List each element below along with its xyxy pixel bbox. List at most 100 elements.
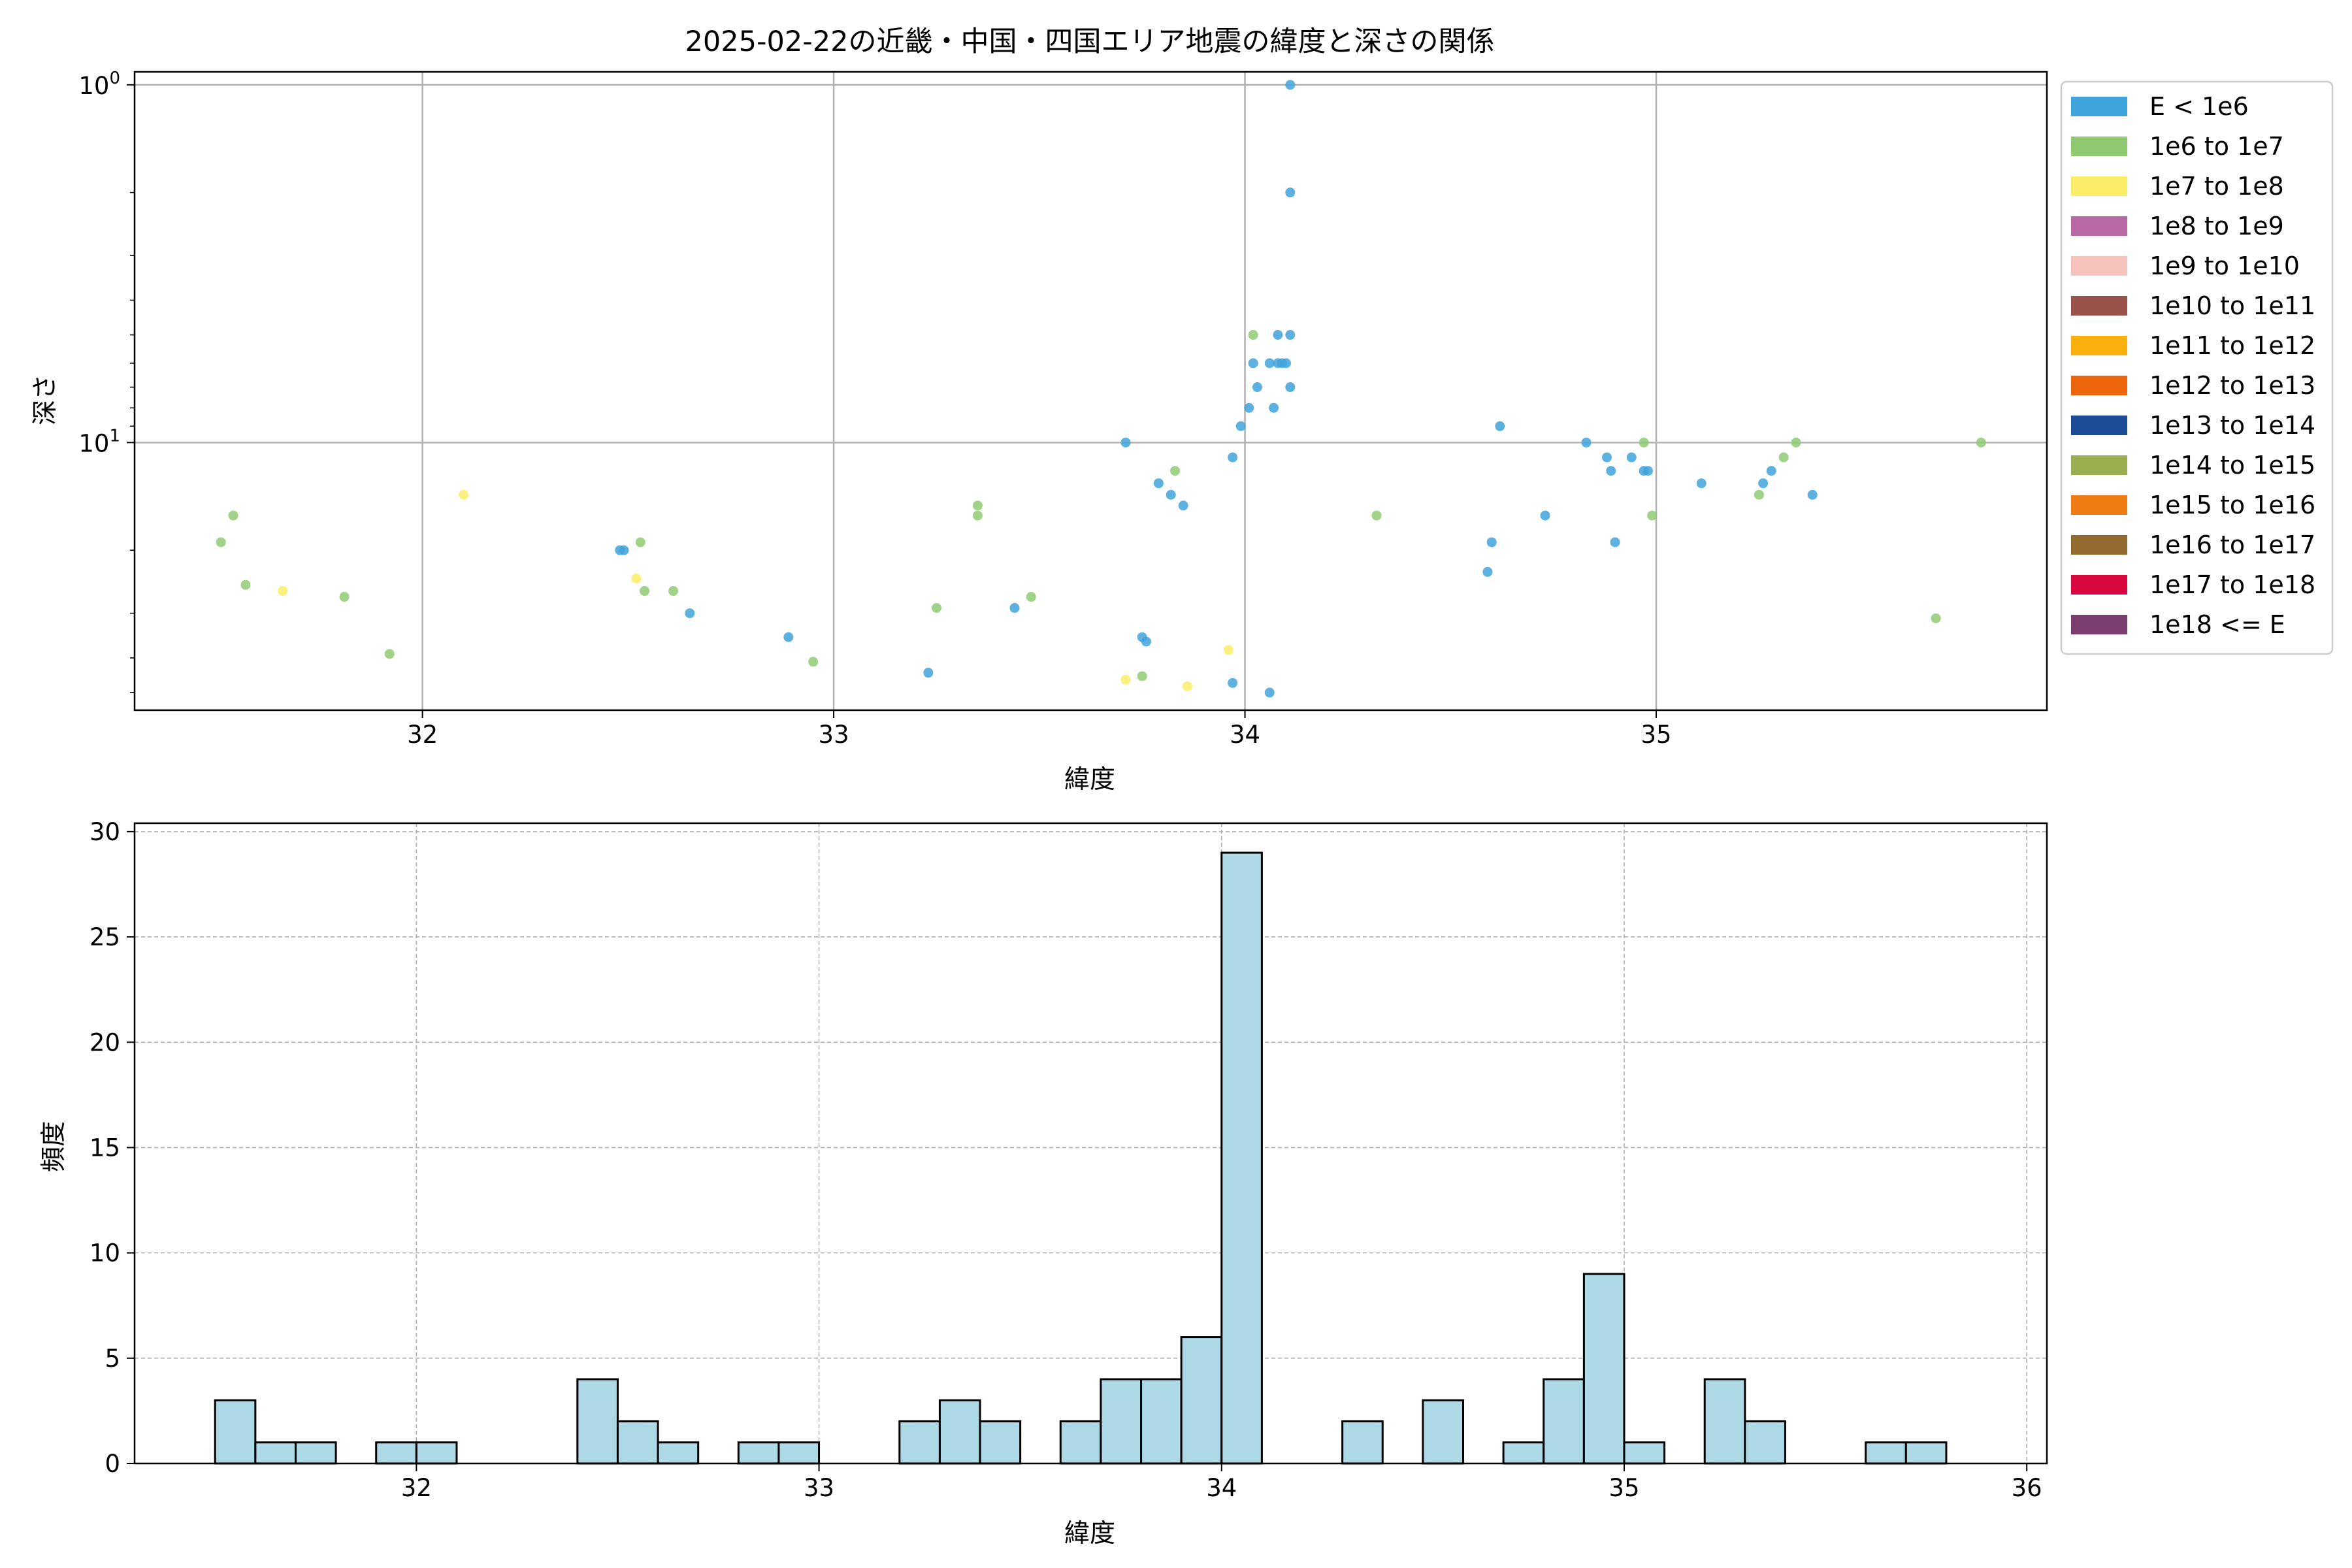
legend-swatch bbox=[2071, 455, 2127, 475]
scatter-point bbox=[1285, 80, 1296, 90]
legend-label: 1e14 to 1e15 bbox=[2149, 451, 2315, 480]
scatter-point bbox=[1166, 489, 1176, 500]
scatter-point bbox=[1273, 330, 1283, 340]
hist-x-tick-label: 35 bbox=[1609, 1474, 1639, 1502]
histogram-bar bbox=[979, 1420, 1022, 1465]
legend-label: E < 1e6 bbox=[2149, 92, 2249, 121]
scatter-point bbox=[1581, 437, 1592, 448]
scatter-point bbox=[631, 574, 642, 584]
legend-swatch bbox=[2071, 416, 2127, 435]
scatter-point bbox=[808, 657, 819, 667]
legend-swatch bbox=[2071, 97, 2127, 116]
scatter-x-tick-label: 35 bbox=[1641, 721, 1671, 749]
scatter-point bbox=[1248, 358, 1258, 368]
legend-swatch bbox=[2071, 216, 2127, 236]
scatter-point bbox=[1639, 437, 1649, 448]
scatter-point bbox=[640, 586, 650, 596]
scatter-point bbox=[339, 592, 350, 602]
scatter-point bbox=[240, 580, 251, 590]
scatter-point bbox=[278, 586, 288, 596]
scatter-point bbox=[1228, 678, 1238, 688]
chart-title: 2025-02-22の近畿・中国・四国エリア地震の緯度と深さの関係 bbox=[685, 25, 1495, 58]
histogram-bar bbox=[1744, 1420, 1786, 1465]
scatter-point bbox=[1754, 489, 1764, 500]
scatter-x-axis-label: 緯度 bbox=[1064, 765, 1115, 794]
scatter-point bbox=[619, 545, 629, 555]
histogram-bar bbox=[1703, 1378, 1746, 1465]
legend-label: 1e12 to 1e13 bbox=[2149, 371, 2315, 400]
histogram-x-axis-label: 緯度 bbox=[1064, 1519, 1115, 1548]
histogram-bar bbox=[1582, 1273, 1625, 1465]
scatter-point bbox=[1223, 645, 1233, 655]
hist-y-tick-label: 0 bbox=[105, 1450, 120, 1478]
scatter-point bbox=[1264, 358, 1275, 368]
hist-y-tick-label: 30 bbox=[90, 818, 120, 846]
histogram-bar bbox=[657, 1441, 700, 1465]
scatter-point bbox=[1026, 592, 1036, 602]
legend-label: 1e15 to 1e16 bbox=[2149, 491, 2315, 519]
scatter-point bbox=[668, 586, 679, 596]
histogram-bar bbox=[1904, 1441, 1948, 1465]
scatter-point bbox=[1269, 402, 1279, 413]
scatter-point bbox=[1540, 510, 1550, 521]
hist-y-tick-label: 10 bbox=[90, 1239, 120, 1267]
histogram-y-axis-label: 頻度 bbox=[39, 1121, 69, 1172]
histogram-bar bbox=[214, 1399, 257, 1465]
hist-y-tick-label: 15 bbox=[90, 1134, 120, 1162]
histogram-bar bbox=[1865, 1441, 1907, 1465]
legend-swatch bbox=[2071, 535, 2127, 555]
legend: E < 1e6 1e6 to 1e7 1e7 to 1e8 1e8 to 1e9 1e9… bbox=[2060, 80, 2334, 655]
scatter-point bbox=[1626, 452, 1637, 463]
scatter-point bbox=[972, 510, 983, 521]
legend-swatch bbox=[2071, 575, 2127, 595]
scatter-point bbox=[1647, 510, 1658, 521]
legend-swatch bbox=[2071, 137, 2127, 156]
scatter-point bbox=[1601, 452, 1612, 463]
scatter-point bbox=[384, 649, 395, 659]
histogram-frame bbox=[133, 822, 2048, 1465]
scatter-point bbox=[1610, 537, 1620, 547]
scatter-point bbox=[1486, 537, 1497, 547]
histogram-bar bbox=[1422, 1399, 1464, 1465]
scatter-point bbox=[1778, 452, 1789, 463]
scatter-point bbox=[1758, 478, 1769, 489]
scatter-y-axis-label: 深さ bbox=[31, 374, 60, 425]
scatter-point bbox=[1606, 466, 1616, 476]
scatter-x-tick-label: 32 bbox=[407, 721, 438, 749]
scatter-point bbox=[1009, 603, 1020, 613]
legend-label: 1e8 to 1e9 bbox=[2149, 212, 2284, 240]
histogram-bar bbox=[1100, 1378, 1143, 1465]
histogram-bar bbox=[616, 1420, 659, 1465]
legend-label: 1e10 to 1e11 bbox=[2149, 291, 2315, 320]
histogram-bar bbox=[1623, 1441, 1666, 1465]
scatter-point bbox=[1766, 466, 1776, 476]
scatter-y-tick-label: 101 bbox=[78, 426, 120, 457]
histogram-bar bbox=[1220, 851, 1263, 1465]
hist-x-tick-label: 33 bbox=[804, 1474, 834, 1502]
scatter-x-tick-label: 33 bbox=[819, 721, 849, 749]
legend-swatch bbox=[2071, 256, 2127, 276]
scatter-point bbox=[1976, 437, 1986, 448]
scatter-point bbox=[783, 632, 794, 642]
scatter-point bbox=[1696, 478, 1707, 489]
histogram-bar bbox=[777, 1441, 821, 1465]
histogram-bar bbox=[254, 1441, 297, 1465]
scatter-point bbox=[228, 510, 238, 521]
scatter-point bbox=[1791, 437, 1801, 448]
scatter-point bbox=[1931, 613, 1941, 623]
scatter-frame bbox=[133, 71, 2048, 711]
legend-label: 1e11 to 1e12 bbox=[2149, 331, 2315, 360]
legend-label: 1e6 to 1e7 bbox=[2149, 132, 2284, 161]
hist-y-tick-label: 5 bbox=[105, 1345, 120, 1373]
histogram-bar bbox=[294, 1441, 337, 1465]
scatter-point bbox=[1285, 330, 1296, 340]
scatter-point bbox=[1120, 674, 1131, 685]
scatter-point bbox=[216, 537, 226, 547]
hist-x-tick-label: 36 bbox=[2012, 1474, 2042, 1502]
scatter-y-tick-label: 100 bbox=[78, 69, 120, 100]
legend-label: 1e13 to 1e14 bbox=[2149, 411, 2315, 440]
legend-swatch bbox=[2071, 495, 2127, 515]
scatter-point bbox=[1371, 510, 1382, 521]
